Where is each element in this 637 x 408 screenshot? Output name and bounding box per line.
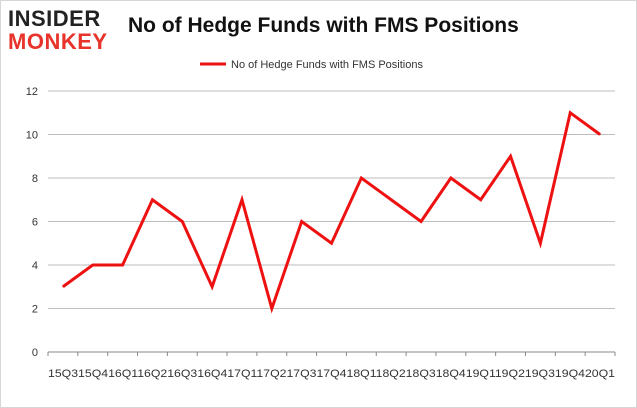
data-point-2020Q1 (599, 134, 601, 135)
legend: No of Hedge Funds with FMS Positions (200, 59, 423, 71)
data-point-2019Q4 (569, 112, 571, 114)
data-point-2019Q2 (510, 155, 512, 157)
data-point-2016Q3 (181, 221, 183, 222)
y-tick-label: 6 (32, 217, 38, 229)
y-tick-label: 0 (32, 347, 38, 359)
y-tick-label: 8 (32, 173, 38, 185)
gridlines (47, 90, 616, 356)
logo-line-insider: INSIDER (8, 6, 101, 31)
data-point-2017Q1 (241, 199, 243, 201)
y-tick-label: 2 (32, 304, 38, 316)
y-tick-label: 4 (32, 260, 38, 272)
data-point-2017Q3 (301, 221, 303, 222)
data-point-2018Q4 (450, 177, 452, 179)
chart-title: No of Hedge Funds with FMS Positions (128, 14, 519, 37)
data-point-2018Q2 (390, 199, 392, 201)
series-line-0 (62, 110, 601, 314)
data-point-2018Q1 (360, 177, 362, 179)
y-tick-label: 10 (26, 130, 38, 142)
data-point-2016Q4 (211, 286, 213, 288)
data-point-2019Q1 (480, 199, 482, 201)
y-axis-ticks: 0 2 4 6 8 10 12 (26, 86, 38, 359)
series-layer (62, 110, 601, 314)
x-axis-tick-labels: 15Q315Q416Q116Q216Q316Q417Q117Q217Q317Q4… (48, 368, 615, 380)
legend-label: No of Hedge Funds with FMS Positions (231, 59, 423, 71)
data-point-2015Q3 (62, 286, 64, 288)
data-point-2016Q1 (122, 264, 124, 266)
data-point-2016Q2 (151, 199, 153, 201)
data-point-2017Q4 (331, 242, 332, 244)
data-point-2018Q3 (420, 221, 422, 222)
data-point-2017Q2 (271, 308, 273, 309)
data-point-2015Q4 (92, 264, 94, 266)
data-point-2019Q3 (539, 242, 541, 244)
logo-line-monkey: MONKEY (8, 29, 108, 54)
insider-monkey-logo: INSIDER MONKEY (8, 8, 120, 56)
y-tick-label: 12 (26, 86, 38, 98)
